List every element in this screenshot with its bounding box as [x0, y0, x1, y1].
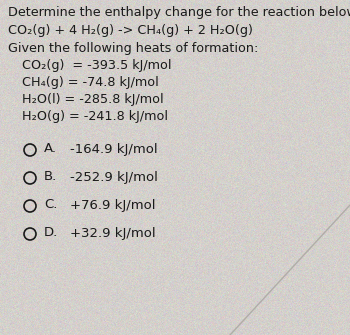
Text: +32.9 kJ/mol: +32.9 kJ/mol [70, 226, 156, 240]
Text: -252.9 kJ/mol: -252.9 kJ/mol [70, 171, 158, 184]
Text: CO₂(g)  = -393.5 kJ/mol: CO₂(g) = -393.5 kJ/mol [22, 59, 172, 72]
Text: C.: C. [44, 199, 57, 211]
Text: CO₂(g) + 4 H₂(g) -> CH₄(g) + 2 H₂O(g): CO₂(g) + 4 H₂(g) -> CH₄(g) + 2 H₂O(g) [8, 24, 253, 37]
Text: Determine the enthalpy change for the reaction below:: Determine the enthalpy change for the re… [8, 6, 350, 19]
Text: A.: A. [44, 142, 57, 155]
Text: B.: B. [44, 171, 57, 184]
Text: H₂O(g) = -241.8 kJ/mol: H₂O(g) = -241.8 kJ/mol [22, 110, 168, 123]
Text: D.: D. [44, 226, 58, 240]
Text: CH₄(g) = -74.8 kJ/mol: CH₄(g) = -74.8 kJ/mol [22, 76, 159, 89]
Text: H₂O(l) = -285.8 kJ/mol: H₂O(l) = -285.8 kJ/mol [22, 93, 164, 106]
Text: +76.9 kJ/mol: +76.9 kJ/mol [70, 199, 155, 211]
Text: Given the following heats of formation:: Given the following heats of formation: [8, 42, 258, 55]
Text: -164.9 kJ/mol: -164.9 kJ/mol [70, 142, 158, 155]
